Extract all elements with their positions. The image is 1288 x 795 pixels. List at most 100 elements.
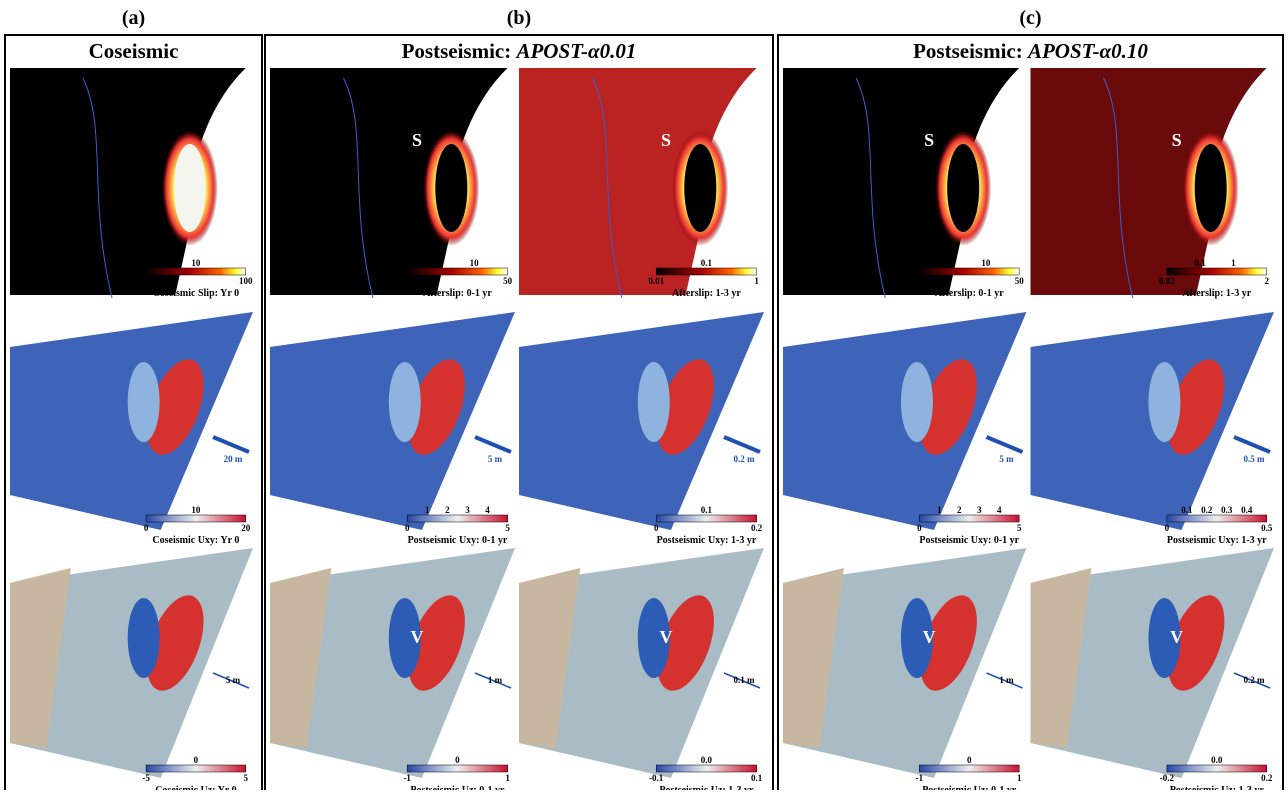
deformation-blob	[128, 362, 160, 442]
colorbar-tick-label: 4	[485, 505, 490, 515]
colorbar-tick-label: -1	[403, 773, 411, 783]
colorbar-tick-label: 10	[191, 258, 201, 268]
colorbar-tick-label: 0.1	[701, 505, 713, 515]
colorbar	[656, 765, 756, 772]
panel-title: Postseismic: APOST-α0.10	[913, 39, 1148, 63]
colorbar-tick-label: 1	[937, 505, 942, 515]
map-caption: Afterslip: 1-3 yr	[1182, 288, 1251, 299]
colorbar-tick-label: 0.3	[1221, 505, 1233, 515]
map-caption: Coseismic Slip: Yr 0	[153, 288, 239, 299]
colorbar-tick-label: 5	[1017, 523, 1022, 533]
scale-arrow	[724, 437, 760, 452]
colorbar-tick-label: 3	[977, 505, 982, 515]
map-marker: V	[660, 627, 673, 647]
map-caption: Afterslip: 1-3 yr	[672, 288, 741, 299]
slip-core	[1195, 144, 1227, 232]
colorbar-tick-label: 0.0	[701, 755, 713, 765]
colorbar	[146, 268, 246, 275]
scale-label: 1 m	[488, 675, 503, 685]
colorbar-tick-label: 0	[967, 755, 972, 765]
colorbar	[407, 765, 507, 772]
colorbar-tick-label: 0.1	[1195, 258, 1207, 268]
scale-label: 5 m	[226, 675, 241, 685]
deformation-blob	[638, 362, 670, 442]
colorbar	[919, 515, 1019, 522]
colorbar-tick-label: 0	[194, 755, 199, 765]
scale-label: 5 m	[488, 454, 503, 464]
colorbar-tick-label: 0	[405, 523, 410, 533]
deformation-blob	[389, 362, 421, 442]
colorbar-tick-label: 1	[438, 258, 443, 268]
map-caption: Postseismic Uz: 1-3 yr	[1170, 785, 1265, 790]
colorbar-tick-label: 0.2	[1261, 773, 1273, 783]
deformation-blob	[128, 598, 160, 678]
map-caption: Coseismic Uz: Yr 0	[155, 785, 236, 790]
colorbar	[146, 765, 246, 772]
figure: (a)Coseismic101100Coseismic Slip: Yr 020…	[0, 0, 1288, 790]
colorbar-tick-label: 3	[465, 505, 470, 515]
scale-label: 1 m	[999, 675, 1014, 685]
scale-arrow	[475, 437, 511, 452]
map-caption: Postseismic Uxy: 1-3 yr	[1167, 535, 1267, 546]
scale-label: 0.2 m	[1244, 675, 1266, 685]
colorbar-tick-label: 0.2	[751, 523, 763, 533]
colorbar-tick-label: 0.1	[1181, 505, 1193, 515]
colorbar	[656, 515, 756, 522]
colorbar-tick-label: 0.1	[751, 773, 763, 783]
colorbar	[656, 268, 756, 275]
colorbar-tick-label: 0.02	[1159, 276, 1175, 286]
map-marker: S	[924, 130, 934, 150]
map-caption: Afterslip: 0-1 yr	[935, 288, 1004, 299]
colorbar-tick-label: 0.0	[1211, 755, 1223, 765]
slip-core	[174, 144, 206, 232]
map-caption: Postseismic Uxy: 0-1 yr	[408, 535, 508, 546]
colorbar-tick-label: 50	[1015, 276, 1025, 286]
scale-label: 0.2 m	[734, 454, 756, 464]
title-text: Postseismic:	[402, 39, 517, 63]
colorbar-tick-label: 0	[455, 755, 460, 765]
map-marker: V	[923, 627, 936, 647]
colorbar-tick-label: 2	[1264, 276, 1269, 286]
colorbar-tick-label: 10	[470, 258, 480, 268]
colorbar	[146, 515, 246, 522]
scale-arrow	[213, 437, 249, 452]
colorbar	[407, 268, 507, 275]
colorbar	[1167, 765, 1267, 772]
colorbar	[1167, 515, 1267, 522]
slip-core	[947, 144, 979, 232]
colorbar-tick-label: 1	[144, 276, 149, 286]
map-caption: Postseismic Uxy: 1-3 yr	[657, 535, 757, 546]
colorbar	[407, 515, 507, 522]
colorbar-tick-label: 2	[445, 505, 450, 515]
panel-label: (b)	[507, 7, 531, 29]
colorbar-tick-label: -5	[142, 773, 150, 783]
colorbar-tick-label: 20	[241, 523, 251, 533]
map-marker: S	[412, 130, 422, 150]
map-marker: V	[1170, 627, 1183, 647]
map-marker: V	[411, 627, 424, 647]
panel-label: (c)	[1019, 7, 1041, 29]
colorbar-tick-label: 10	[191, 505, 201, 515]
title-emphasis: APOST-α0.10	[1026, 39, 1148, 63]
deformation-blob	[1148, 362, 1180, 442]
map-caption: Postseismic Uz: 1-3 yr	[659, 785, 754, 790]
title-text: Postseismic:	[913, 39, 1028, 63]
colorbar-tick-label: 100	[239, 276, 253, 286]
colorbar-tick-label: 4	[997, 505, 1002, 515]
colorbar-tick-label: 1	[425, 505, 430, 515]
panel-title: Postseismic: APOST-α0.01	[402, 39, 637, 63]
colorbar-tick-label: 0.01	[648, 276, 664, 286]
map-marker: S	[661, 130, 671, 150]
colorbar-tick-label: -1	[916, 773, 924, 783]
scale-label: 0.1 m	[734, 675, 756, 685]
colorbar-tick-label: 0	[917, 523, 922, 533]
map-caption: Postseismic Uz: 0-1 yr	[410, 785, 505, 790]
map-caption: Postseismic Uxy: 0-1 yr	[919, 535, 1019, 546]
colorbar-tick-label: 50	[503, 276, 513, 286]
title-text: Coseismic	[89, 39, 179, 63]
colorbar-tick-label: 5	[243, 773, 248, 783]
colorbar	[919, 268, 1019, 275]
panel-label: (a)	[122, 7, 145, 29]
colorbar-tick-label: -0.1	[649, 773, 664, 783]
colorbar-tick-label: 0	[1165, 523, 1170, 533]
